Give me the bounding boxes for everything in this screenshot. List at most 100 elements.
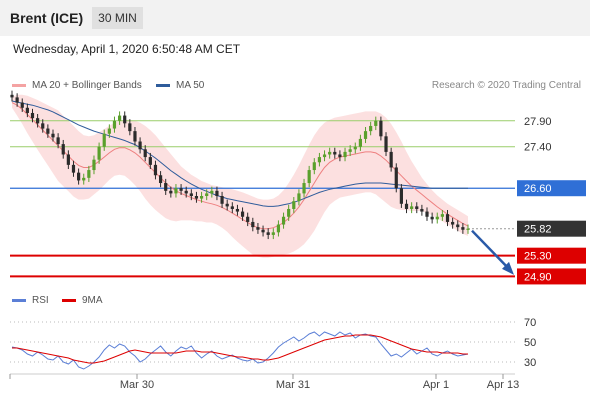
legend-9ma-label: 9MA xyxy=(82,295,103,306)
legend-rsi: RSI xyxy=(12,295,49,306)
candle-body xyxy=(158,175,163,184)
candle-body xyxy=(271,232,275,235)
candle-body xyxy=(456,224,460,228)
9ma-swatch-icon xyxy=(62,299,76,302)
candle-body xyxy=(240,211,245,217)
rsi-line xyxy=(11,331,469,370)
candle-body xyxy=(404,203,409,209)
level-tag-2 xyxy=(517,180,586,197)
candle-body xyxy=(348,149,352,152)
candle-body xyxy=(435,216,439,220)
candle-body xyxy=(230,206,234,209)
candle-body xyxy=(138,141,142,150)
rsi-tick-label-1: 50 xyxy=(524,337,536,349)
candle-body xyxy=(410,206,414,209)
candle-body xyxy=(36,118,40,124)
candle-body xyxy=(281,216,286,225)
candle-body xyxy=(123,115,127,124)
candle-body xyxy=(425,211,429,217)
candle-body xyxy=(30,112,35,119)
candle-body xyxy=(353,146,357,150)
candle-body xyxy=(92,159,96,171)
header-bar: Brent (ICE) 30 MIN xyxy=(0,0,590,36)
level-tag-4 xyxy=(517,247,586,264)
level-tag-5 xyxy=(517,268,586,285)
candle-body xyxy=(199,196,204,199)
candle-body xyxy=(102,133,106,147)
candle-body xyxy=(384,136,388,152)
candle-body xyxy=(205,193,209,196)
candle-body xyxy=(66,154,70,165)
credit-text: Research © 2020 Trading Central xyxy=(431,80,581,91)
ma20-swatch-icon xyxy=(12,84,26,87)
candle-body xyxy=(363,131,368,139)
rsi-tick-label-0: 70 xyxy=(524,317,536,329)
candle-body xyxy=(246,216,250,222)
candle-body xyxy=(235,208,240,212)
legend-ma50-label: MA 50 xyxy=(176,80,205,91)
candle-body xyxy=(194,196,199,199)
candle-body xyxy=(261,229,265,233)
legend-ma20-label: MA 20 + Bollinger Bands xyxy=(32,80,142,91)
candle-body xyxy=(430,216,434,220)
candle-body xyxy=(379,120,383,137)
candle-body xyxy=(251,221,255,228)
bollinger-band xyxy=(12,94,468,258)
x-tick-label-1: Mar 31 xyxy=(276,379,310,391)
x-tick-label-2: Apr 1 xyxy=(423,379,449,391)
candle-body xyxy=(61,144,65,155)
candle-body xyxy=(15,97,19,103)
candle-body xyxy=(389,151,393,168)
candle-body xyxy=(179,188,183,191)
candle-body xyxy=(117,115,122,121)
candle-body xyxy=(328,151,332,155)
candle-body xyxy=(399,188,403,204)
candle-body xyxy=(25,107,29,113)
candle-body xyxy=(128,123,132,132)
candle-body xyxy=(51,133,55,138)
candle-body xyxy=(292,201,296,209)
candle-body xyxy=(307,170,311,184)
level-label-0: 27.90 xyxy=(524,116,552,128)
candle-body xyxy=(276,224,281,233)
level-label-2: 26.60 xyxy=(524,183,552,195)
candle-body xyxy=(312,162,316,171)
candle-body xyxy=(445,214,450,222)
candle-body xyxy=(333,151,337,155)
candle-body xyxy=(20,102,24,108)
level-tag-3 xyxy=(517,220,586,237)
candle-body xyxy=(297,193,301,202)
forecast-arrow xyxy=(471,229,509,269)
legend-rsi-label: RSI xyxy=(32,295,49,306)
candle-body xyxy=(112,120,117,129)
candle-body xyxy=(322,154,327,158)
ma50-line xyxy=(11,100,468,207)
candle-body xyxy=(164,183,168,191)
level-label-4: 25.30 xyxy=(524,251,552,263)
candle-body xyxy=(148,157,152,165)
candle-body xyxy=(256,227,260,230)
candle-body xyxy=(169,190,173,194)
timeframe-button[interactable]: 30 MIN xyxy=(92,7,143,29)
candle-body xyxy=(440,214,444,217)
candle-body xyxy=(153,164,158,176)
candle-body xyxy=(97,146,101,160)
candle-body xyxy=(184,190,188,194)
candle-body xyxy=(56,137,60,145)
legend-9ma: 9MA xyxy=(62,295,103,306)
candle-body xyxy=(415,206,419,209)
candle-body xyxy=(174,188,178,194)
candle-body xyxy=(215,190,219,196)
x-tick-label-3: Apr 13 xyxy=(487,379,519,391)
candle-body xyxy=(41,123,45,129)
legend-ma50: MA 50 xyxy=(156,80,204,91)
candle-body xyxy=(77,172,81,181)
candle-body xyxy=(343,151,347,158)
candle-body xyxy=(466,228,470,230)
rsi-swatch-icon xyxy=(12,299,26,302)
candle-body xyxy=(420,208,424,212)
candle-body xyxy=(302,183,306,194)
candle-body xyxy=(358,138,363,147)
candle-body xyxy=(87,170,91,178)
